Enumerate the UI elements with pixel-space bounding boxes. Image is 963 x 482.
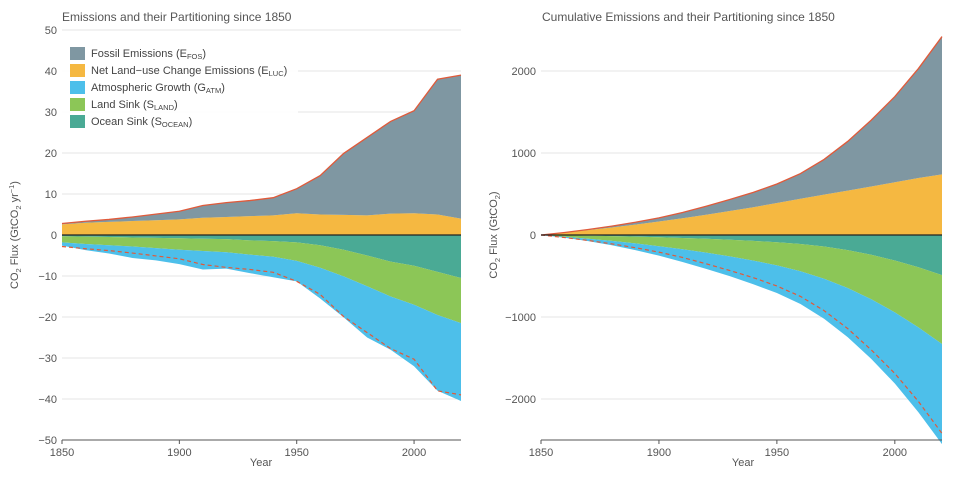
x-tick-label: 1900	[647, 447, 671, 459]
x-tick-label: 1900	[167, 447, 191, 459]
fossil-emissions-area	[62, 75, 461, 225]
land-sink-area	[62, 236, 461, 324]
svg-text:Atmospheric Growth (GATM): Atmospheric Growth (GATM)	[91, 82, 225, 95]
y-tick-label: 50	[45, 25, 57, 37]
right-areas	[540, 36, 943, 445]
y-tick-label: 20	[45, 148, 57, 160]
x-tick-label: 2000	[402, 447, 426, 459]
y-tick-label: −2000	[505, 394, 536, 406]
svg-text:Land Sink (SLAND): Land Sink (SLAND)	[91, 99, 178, 112]
mirrored-emissions-dashed-line	[540, 234, 943, 434]
legend-item-ocean-sink: Ocean Sink (SOCEAN)	[70, 115, 192, 129]
ocean-sink-area	[62, 235, 461, 279]
left-chart-title: Emissions and their Partitioning since 1…	[62, 10, 292, 24]
y-tick-label: 0	[51, 230, 57, 242]
legend-item-atmosphere: Atmospheric Growth (GATM)	[70, 81, 225, 95]
left-areas	[61, 74, 462, 402]
legend-swatch-fossil	[70, 47, 85, 60]
x-tick-label: 2000	[883, 447, 907, 459]
atmospheric-growth-area	[62, 242, 461, 402]
y-tick-label: 1000	[512, 148, 536, 160]
legend-label-fossil: Fossil Emissions (E	[91, 48, 187, 60]
legend-item-land-sink: Land Sink (SLAND)	[70, 98, 178, 112]
legend-label-land-use: Net Land−use Change Emissions (E	[91, 65, 269, 77]
legend-swatch-ocean-sink	[70, 115, 85, 128]
y-tick-label: −10	[38, 271, 57, 283]
right-chart: Cumulative Emissions and their Partition…	[488, 10, 943, 469]
legend-swatch-land-sink	[70, 98, 85, 111]
legend: Fossil Emissions (EFOS) Net Land−use Cha…	[62, 38, 298, 136]
y-tick-label: −1000	[505, 312, 536, 324]
svg-text:Ocean Sink (SOCEAN): Ocean Sink (SOCEAN)	[91, 116, 192, 129]
land-sink-area	[541, 235, 942, 345]
legend-item-fossil: Fossil Emissions (EFOS)	[70, 47, 206, 61]
y-tick-label: 40	[45, 66, 57, 78]
y-tick-label: −40	[38, 394, 57, 406]
atmospheric-growth-area	[541, 235, 942, 445]
y-tick-label: 0	[530, 230, 536, 242]
legend-swatch-land-use	[70, 64, 85, 77]
y-tick-label: −20	[38, 312, 57, 324]
x-tick-label: 1850	[529, 447, 553, 459]
mirrored-emissions-dashed-line	[61, 245, 462, 396]
left-x-axis-label: Year	[250, 457, 273, 469]
y-tick-label: 2000	[512, 66, 536, 78]
right-ticks: 2000 1000 0 −1000 −2000 1850 1900 1950 2000	[505, 66, 942, 459]
right-chart-title: Cumulative Emissions and their Partition…	[542, 10, 835, 24]
x-tick-label: 1950	[765, 447, 789, 459]
left-y-axis-label: CO2 Flux (GtCO2 yr−1)	[7, 181, 23, 289]
x-tick-label: 1850	[50, 447, 74, 459]
legend-background	[62, 38, 298, 136]
ocean-sink-area	[541, 235, 942, 276]
y-tick-label: 10	[45, 189, 57, 201]
land-use-emissions-area	[541, 174, 942, 235]
fossil-emissions-area	[541, 36, 942, 236]
svg-text:Net Land−use Change Emissions: Net Land−use Change Emissions (ELUC)	[91, 65, 287, 78]
y-tick-label: −50	[38, 435, 57, 447]
right-y-axis-label: CO2 Flux (GtCO2)	[488, 191, 502, 278]
svg-text:Fossil Emissions (EFOS): Fossil Emissions (EFOS)	[91, 48, 206, 61]
left-chart: Emissions and their Partitioning since 1…	[7, 10, 462, 469]
y-tick-label: 30	[45, 107, 57, 119]
total-emissions-line	[61, 74, 462, 225]
total-emissions-line	[540, 36, 943, 236]
legend-label-land-sink: Land Sink (S	[91, 99, 154, 111]
legend-label-atmosphere: Atmospheric Growth (G	[91, 82, 206, 94]
legend-item-land-use: Net Land−use Change Emissions (ELUC)	[70, 64, 287, 78]
y-tick-label: −30	[38, 353, 57, 365]
x-tick-label: 1950	[284, 447, 308, 459]
right-x-axis-label: Year	[732, 457, 755, 469]
land-use-emissions-area	[62, 213, 461, 235]
legend-swatch-atmosphere	[70, 81, 85, 94]
legend-label-ocean-sink: Ocean Sink (S	[91, 116, 162, 128]
